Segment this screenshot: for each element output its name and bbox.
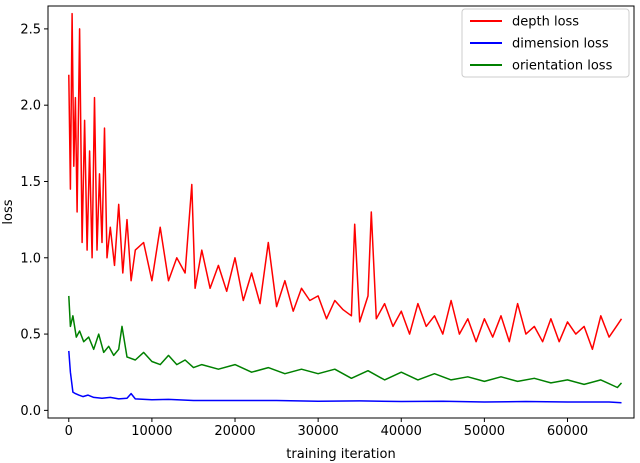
series-line-orientation-loss [68,295,623,389]
y-tick-label: 1.0 [20,251,41,266]
legend-label: depth loss [512,15,579,30]
legend-label: orientation loss [512,59,613,74]
x-axis-ticks: 0 10000 20000 30000 40000 50000 60000 [65,418,588,439]
y-tick-label: 2.5 [20,22,41,37]
y-tick-label: 0.0 [20,404,41,419]
x-axis-label: training iteration [286,447,395,462]
x-tick-label: 60000 [547,424,588,439]
series-layer [68,12,623,404]
x-tick-label: 0 [65,424,73,439]
y-tick-label: 2.0 [20,99,41,114]
y-tick-label: 1.5 [20,175,41,190]
legend: depth loss dimension loss orientation loss [461,8,630,78]
series-line-depth-loss [68,12,623,351]
x-tick-label: 40000 [381,424,422,439]
x-tick-label: 30000 [297,424,338,439]
x-tick-label: 10000 [131,424,172,439]
y-axis-label: loss [1,199,16,224]
legend-label: dimension loss [512,37,609,52]
y-axis-ticks: 0.0 0.5 1.0 1.5 2.0 2.5 [20,22,48,419]
y-tick-label: 0.5 [20,328,41,343]
series-line-dimension-loss [68,350,622,404]
legend-box [461,8,630,78]
x-tick-label: 20000 [214,424,255,439]
x-tick-label: 50000 [464,424,505,439]
